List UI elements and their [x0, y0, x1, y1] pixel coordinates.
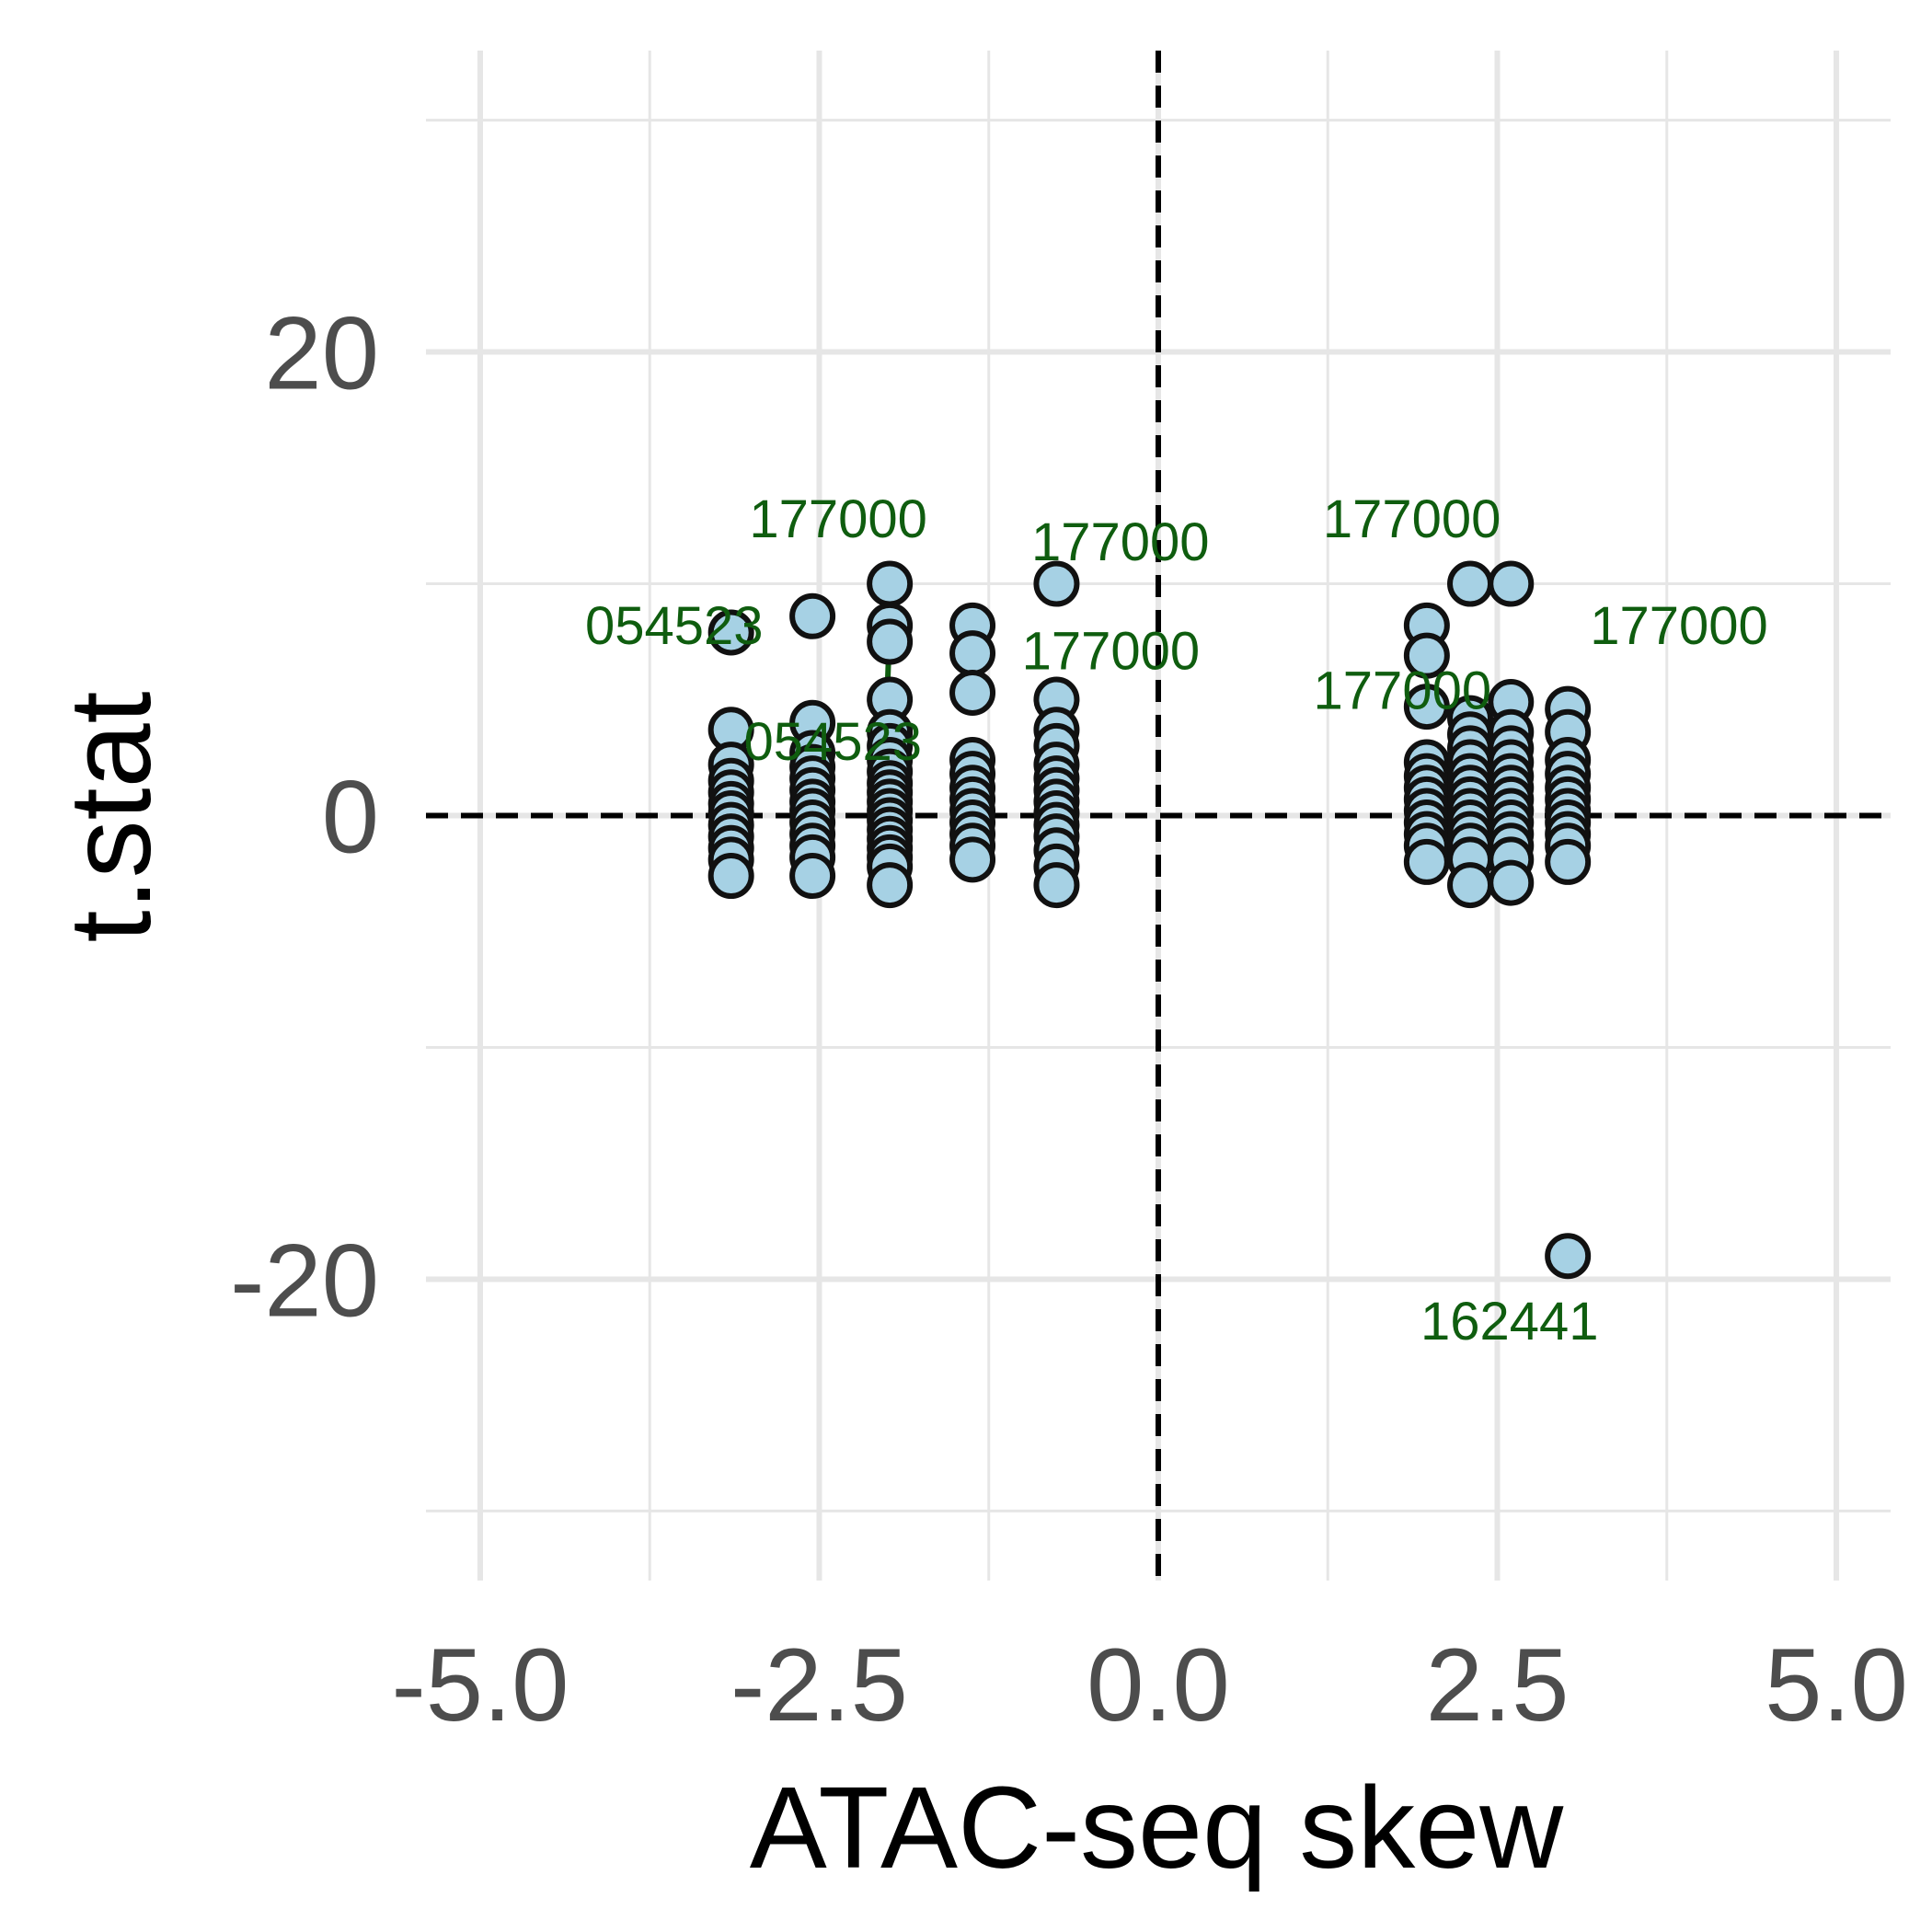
y-axis-title: t.stat	[45, 691, 175, 942]
data-points	[707, 560, 1592, 1280]
y-tick-label: -20	[230, 1223, 379, 1338]
y-tick-label: 20	[264, 296, 379, 411]
x-tick-label: -5.0	[391, 1627, 569, 1742]
point-annotation-label: 162441	[1420, 1292, 1599, 1351]
point-annotation-label: 054523	[585, 596, 764, 656]
data-point	[1488, 859, 1535, 906]
data-point	[949, 630, 996, 677]
data-point	[1447, 862, 1494, 909]
data-point	[1545, 1233, 1592, 1280]
data-point	[1033, 560, 1080, 607]
data-point	[867, 560, 914, 607]
data-point	[1403, 838, 1450, 885]
data-point	[949, 836, 996, 883]
data-point	[1488, 560, 1535, 607]
point-annotations: 054523 177000 054523 177000 177000 177000 1770…	[585, 489, 1768, 1351]
x-axis-title: ATAC-seq skew	[750, 1763, 1565, 1892]
point-annotation-label: 177000	[1314, 661, 1492, 720]
x-tick-label: -2.5	[730, 1627, 908, 1742]
data-point	[1447, 560, 1494, 607]
point-annotation-label: 054523	[743, 712, 922, 772]
data-point	[1545, 838, 1592, 885]
data-point	[707, 609, 754, 656]
point-annotation-label: 177000	[1022, 622, 1201, 682]
data-point	[867, 618, 914, 665]
point-annotation-label: 177000	[1323, 489, 1501, 549]
data-point	[949, 669, 996, 716]
x-tick-label: 2.5	[1426, 1627, 1570, 1742]
x-tick-label: 5.0	[1765, 1627, 1908, 1742]
point-annotation-label: 177000	[1031, 512, 1210, 572]
y-tick-label: 0	[322, 760, 379, 875]
reference-lines	[426, 51, 1891, 1581]
point-annotation-label: 177000	[1590, 596, 1768, 656]
data-point	[707, 853, 754, 900]
data-point	[789, 853, 836, 900]
data-point	[1403, 684, 1450, 730]
data-point	[1403, 632, 1450, 679]
data-point	[1033, 862, 1080, 909]
data-point	[867, 862, 914, 909]
point-annotation-label: 177000	[749, 489, 927, 549]
x-tick-label: 0.0	[1087, 1627, 1230, 1742]
axis-ticks: -5.0 -2.5 0.0 2.5 5.0 -20 0 20	[230, 296, 1908, 1742]
data-point	[789, 592, 836, 639]
